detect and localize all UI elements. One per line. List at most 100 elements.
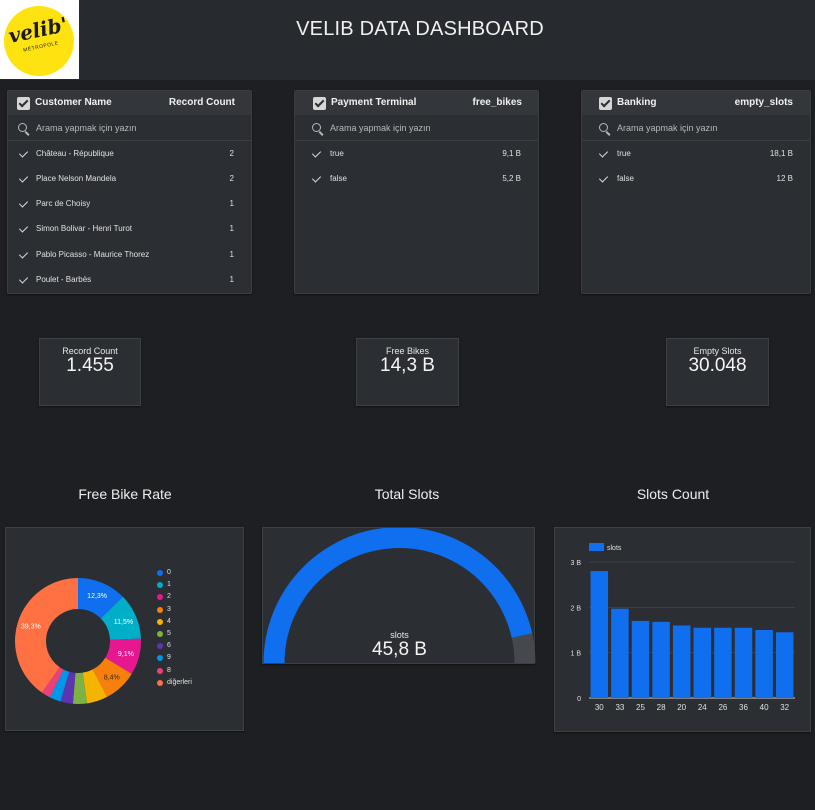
list-item[interactable]: Pablo Picasso - Maurice Thorez 1 [8,243,251,268]
bar-28[interactable] [652,621,670,698]
filter-title: Customer Name [35,97,112,108]
x-tick-label: 40 [760,703,769,712]
legend-color-dot [157,631,163,637]
list-item-value: 1 [229,224,234,233]
filter-title: Payment Terminal [331,97,417,108]
filter-customer-name[interactable]: Customer Name Record Count Château - Rép… [7,90,252,294]
x-tick-label: 32 [780,703,789,712]
list-item-label: Simon Bolivar - Henri Turot [36,224,133,233]
y-tick-label: 1 B [570,651,581,658]
filter-title: Banking [617,97,657,108]
list-item-label: true [330,149,344,158]
scorecard-value: 1.455 [66,355,114,376]
x-tick-label: 36 [739,703,748,712]
pie-data-label: 9,1% [118,651,134,658]
bar-33[interactable] [611,608,629,698]
legend-label: 9 [167,654,171,662]
list-item-label: true [617,149,631,158]
bar-25[interactable] [631,620,650,698]
pie-slice-8[interactable] [41,667,64,698]
gauge-fill [263,528,533,663]
legend-label: 4 [167,617,171,625]
pie-slice-6[interactable] [60,671,76,704]
list-item[interactable]: true 18,1 B [582,142,810,167]
legend-color-dot [157,618,163,625]
donut-chart: 12,3% 11,5% 9,1% 8,4% 39,3% [14,578,141,704]
list-item[interactable]: true 9,1 B [295,142,538,167]
filter-metric[interactable]: Record Count [168,97,235,108]
x-tick-label: 24 [698,703,707,712]
list-item-value: 5,2 B [502,174,521,183]
pie-slice-2[interactable] [105,638,141,674]
list-item[interactable]: false 5,2 B [295,167,538,192]
pie-slice-diğerleri[interactable] [14,578,78,693]
scorecard-empty-slots: Empty Slots 30.048 [666,338,769,406]
legend-label: 6 [167,642,171,650]
check-icon [18,274,29,284]
gauge-chart-card: slots 45,8 B [262,527,536,664]
list-item[interactable]: false 12 B [582,167,810,192]
pie-slice-9[interactable] [49,669,70,702]
filter-search [295,115,538,141]
search-input[interactable] [330,121,510,135]
legend-label: 1 [167,581,171,589]
filter-banking[interactable]: Banking empty_slots true 18,1 B false 12 B [581,90,811,294]
x-tick-label: 33 [615,703,624,712]
bar-32[interactable] [775,632,794,698]
search-input[interactable] [36,121,216,135]
bar-26[interactable] [714,627,732,698]
list-item[interactable]: Simon Bolivar - Henri Turot 1 [8,217,251,242]
bar-40[interactable] [755,630,773,698]
pie-data-label: 11,5% [114,619,133,626]
filter-metric[interactable]: empty_slots [734,97,793,108]
filter-search [582,115,810,141]
bar-20[interactable] [672,625,691,698]
list-item-value: 1 [229,250,234,259]
select-all-checkbox[interactable] [17,97,30,110]
check-icon [598,148,609,158]
bar-30[interactable] [590,571,609,698]
filter-payment-terminal[interactable]: Payment Terminal free_bikes true 9,1 B fa… [294,90,539,294]
pie-chart-card: 12,3% 11,5% 9,1% 8,4% 39,3% 0 1 2 3 4 5 6 9 8 diğerle… [5,527,244,731]
list-item[interactable]: Château - République 2 [8,142,251,167]
legend-label: slots [607,545,622,552]
list-item-label: false [617,174,634,183]
list-item[interactable]: Place Nelson Mandela 2 [8,167,251,192]
y-tick-label: 2 B [570,605,581,612]
select-all-checkbox[interactable] [599,97,612,110]
filter-metric[interactable]: free_bikes [472,97,522,108]
pie-data-label: 12,3% [87,593,107,600]
x-tick-label: 28 [657,703,666,712]
legend-swatch [589,543,604,551]
pie-slice-4[interactable] [82,669,108,704]
pie-slice-5[interactable] [72,672,88,704]
gauge-series-name: slots [390,630,409,640]
x-tick-label: 20 [677,703,686,712]
legend-color-dot [157,655,163,662]
velib-logo: velib' MÉTROPOLE [0,0,79,79]
pie-slice-0[interactable] [78,578,123,619]
bar-36[interactable] [734,627,753,698]
select-all-checkbox[interactable] [313,97,326,110]
x-tick-label: 25 [636,703,645,712]
legend-label: 5 [167,630,171,637]
gauge-chart [263,528,536,663]
scorecard-value: 30.048 [688,355,747,376]
list-item[interactable]: Parc de Choisy 1 [8,192,251,217]
list-item-label: false [330,174,347,183]
legend-label: 0 [167,569,171,576]
search-input[interactable] [617,121,797,135]
pie-slice-3[interactable] [92,657,132,697]
list-item[interactable]: Poulet - Barbès 1 [8,268,251,293]
check-icon [18,198,29,208]
check-icon [598,173,609,183]
pie-data-label: 39,3% [21,624,41,631]
list-item-value: 18,1 B [769,149,793,158]
pie-slice-1[interactable] [100,596,141,640]
legend-label: 8 [167,666,171,674]
list-item-label: Château - République [36,149,114,158]
list-item-value: 1 [229,199,234,208]
list-item-value: 9,1 B [502,149,521,158]
gauge-value: 45,8 B [372,639,427,660]
bar-24[interactable] [693,627,712,698]
